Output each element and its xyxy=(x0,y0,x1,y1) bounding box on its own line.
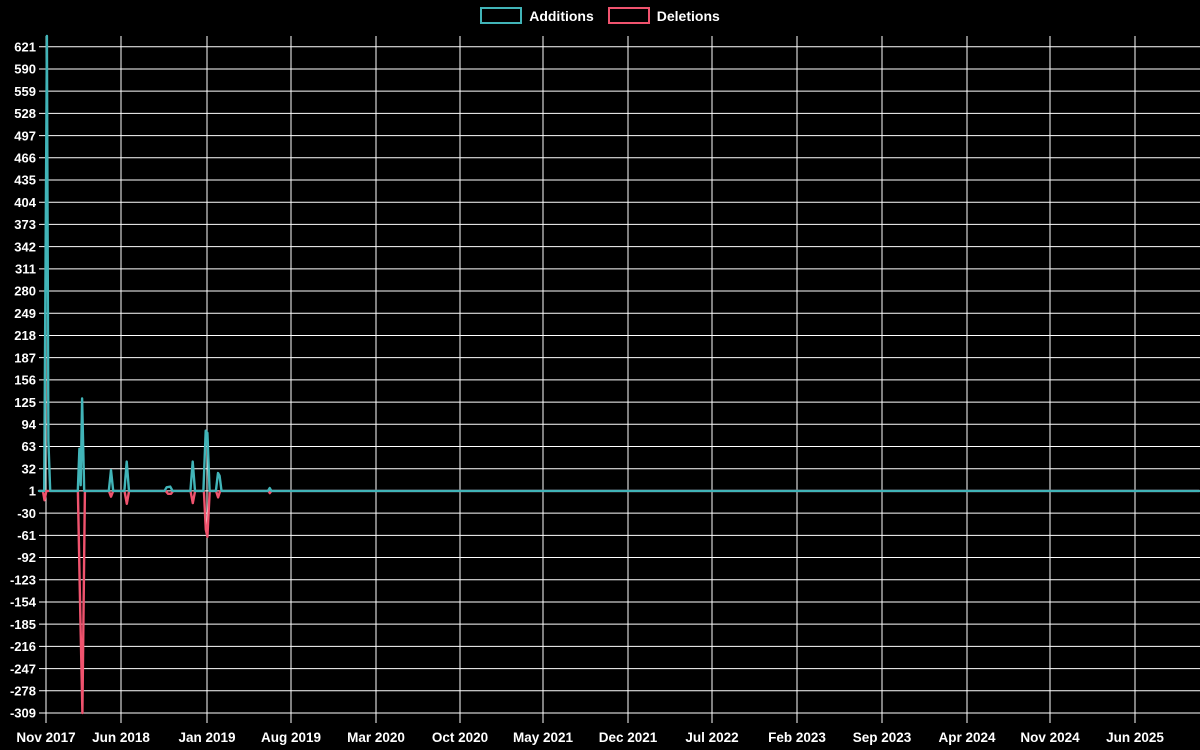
y-tick-label: 528 xyxy=(14,106,36,121)
legend-item-additions[interactable]: Additions xyxy=(480,7,594,24)
y-tick-label: 187 xyxy=(14,350,36,365)
x-tick-label: Jun 2018 xyxy=(92,730,150,745)
y-tick-label: -92 xyxy=(17,550,36,565)
y-tick-label: 342 xyxy=(14,239,36,254)
x-tick-label: Nov 2024 xyxy=(1020,730,1080,745)
x-tick-label: Jul 2022 xyxy=(685,730,738,745)
y-tick-label: 125 xyxy=(14,395,36,410)
x-tick-label: Sep 2023 xyxy=(853,730,912,745)
x-tick-label: Apr 2024 xyxy=(938,730,996,745)
x-tick-label: Oct 2020 xyxy=(432,730,488,745)
y-tick-label: 218 xyxy=(14,328,36,343)
legend-label-additions: Additions xyxy=(529,7,594,24)
y-tick-label: 94 xyxy=(22,417,37,432)
y-tick-label: -123 xyxy=(10,572,36,587)
y-tick-label: -247 xyxy=(10,661,36,676)
y-tick-label: 621 xyxy=(14,39,36,54)
x-tick-label: Aug 2019 xyxy=(261,730,321,745)
legend-label-deletions: Deletions xyxy=(656,7,720,24)
legend-item-deletions[interactable]: Deletions xyxy=(607,7,720,24)
y-tick-label: -154 xyxy=(10,595,37,610)
y-tick-label: -278 xyxy=(10,683,36,698)
y-tick-label: 311 xyxy=(15,262,36,277)
chart-legend: Additions Deletions xyxy=(0,7,1200,24)
y-tick-label: 559 xyxy=(14,84,36,99)
x-tick-label: May 2021 xyxy=(513,730,574,745)
legend-swatch-additions xyxy=(480,7,523,24)
legend-swatch-deletions xyxy=(607,7,650,24)
deletions-line xyxy=(37,489,1200,715)
y-tick-label: 156 xyxy=(14,373,36,388)
y-tick-label: 63 xyxy=(22,439,36,454)
y-tick-label: 1 xyxy=(29,484,36,499)
x-tick-label: Dec 2021 xyxy=(599,730,658,745)
y-tick-label: -61 xyxy=(17,528,36,543)
additions-line xyxy=(37,34,1200,493)
y-tick-label: 373 xyxy=(14,217,36,232)
y-tick-label: 590 xyxy=(14,62,36,77)
y-tick-label: -309 xyxy=(10,706,36,721)
y-tick-label: -216 xyxy=(10,639,36,654)
x-tick-label: Nov 2017 xyxy=(16,730,75,745)
y-tick-label: 435 xyxy=(14,173,36,188)
x-tick-label: Feb 2023 xyxy=(768,730,826,745)
y-tick-label: -185 xyxy=(10,617,36,632)
y-tick-label: 404 xyxy=(14,195,36,210)
x-tick-label: Mar 2020 xyxy=(347,730,405,745)
y-tick-label: 32 xyxy=(22,461,36,476)
x-tick-label: Jun 2025 xyxy=(1106,730,1164,745)
y-tick-label: 497 xyxy=(14,128,36,143)
x-tick-label: Jan 2019 xyxy=(178,730,235,745)
y-tick-label: 249 xyxy=(14,306,36,321)
y-tick-label: -30 xyxy=(17,506,36,521)
y-tick-label: 466 xyxy=(14,150,36,165)
y-tick-label: 280 xyxy=(14,284,36,299)
